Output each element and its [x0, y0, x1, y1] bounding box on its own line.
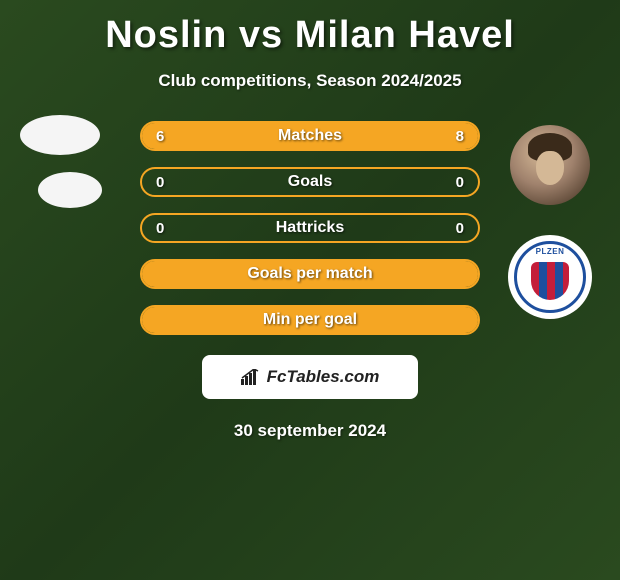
stat-label: Goals per match: [142, 265, 478, 283]
watermark-text: FcTables.com: [267, 367, 380, 387]
page-title: Noslin vs Milan Havel: [105, 14, 515, 57]
stat-row: 00Hattricks: [140, 213, 480, 243]
stat-row: 68Matches: [140, 121, 480, 151]
stat-rows: 68Matches 00Goals 00Hattricks Goals per mat…: [140, 121, 480, 335]
date-text: 30 september 2024: [234, 421, 386, 441]
stat-label: Min per goal: [142, 311, 478, 329]
stat-label: Hattricks: [142, 219, 478, 237]
stat-label: Matches: [142, 127, 478, 145]
stat-row: Min per goal: [140, 305, 480, 335]
stat-row: Goals per match: [140, 259, 480, 289]
comparison-card: Noslin vs Milan Havel Club competitions,…: [0, 0, 620, 451]
watermark[interactable]: FcTables.com: [202, 355, 418, 399]
bar-chart-icon: [241, 369, 261, 385]
stat-row: 00Goals: [140, 167, 480, 197]
subtitle: Club competitions, Season 2024/2025: [158, 71, 461, 91]
stat-label: Goals: [142, 173, 478, 191]
stats-area: 68Matches 00Goals 00Hattricks Goals per mat…: [0, 121, 620, 335]
